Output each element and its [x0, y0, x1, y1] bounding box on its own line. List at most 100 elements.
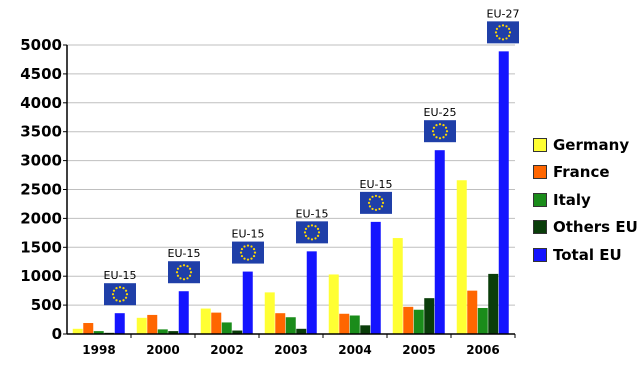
eu-membership-label: EU-27 [487, 7, 520, 20]
eu-flag-star [316, 227, 320, 230]
bar-total-eu-2000 [178, 291, 189, 334]
bar-france-2000 [147, 314, 158, 334]
eu-membership-label: EU-15 [168, 247, 201, 260]
grid-lines [67, 44, 515, 306]
eu-flag-star [176, 267, 180, 270]
y-tick-label: 1500 [20, 238, 62, 256]
bar-total-eu-1998 [114, 313, 125, 334]
eu-flag-2005: EU-25 [424, 106, 457, 143]
bar-group-2005 [392, 150, 445, 334]
eu-flag-star [252, 254, 256, 258]
eu-flag-star [381, 201, 385, 204]
eu-flag-star [431, 130, 435, 133]
eu-flag-star [125, 293, 129, 296]
legend-item-total-eu: Total EU [533, 241, 637, 269]
legend-swatch [533, 165, 547, 180]
eu-flag-star [380, 198, 384, 201]
y-tick-label: 4000 [20, 94, 62, 112]
y-tick-label: 2000 [20, 209, 62, 227]
eu-flag-star [250, 245, 253, 248]
eu-flag-star [118, 286, 122, 289]
bar-others-eu-2004 [360, 325, 371, 334]
eu-flag-star [432, 133, 436, 136]
eu-flag-icon [360, 191, 392, 214]
eu-flag-star [179, 265, 182, 268]
eu-flag-2000: EU-15 [168, 247, 201, 284]
eu-flag-star [124, 289, 128, 292]
legend-swatch [533, 220, 547, 235]
eu-flag-star [498, 25, 501, 28]
eu-flag-star [380, 205, 384, 208]
eu-flag-star [111, 293, 115, 296]
bar-total-eu-2005 [434, 150, 445, 334]
eu-flag-star [303, 231, 307, 234]
y-tick-label: 0 [52, 325, 62, 343]
eu-flag-annotations: EU-15 EU-15 EU-15 EU-15 EU-15 EU-25 EU-27 [104, 7, 520, 306]
x-tick-label: 2005 [402, 343, 435, 357]
bar-total-eu-2003 [306, 251, 317, 334]
eu-flag-star [378, 207, 381, 211]
eu-flag-star [243, 257, 246, 260]
legend-label: Others EU [553, 218, 637, 237]
bar-italy-2006 [477, 307, 488, 334]
eu-flag-icon [104, 283, 136, 306]
eu-flag-star [189, 271, 193, 274]
eu-flag-star [435, 124, 438, 127]
bar-italy-2003 [285, 317, 296, 334]
eu-flag-star [240, 247, 244, 251]
eu-flag-star [371, 207, 374, 211]
legend-item-france: France [533, 159, 637, 187]
eu-flag-star [442, 124, 445, 127]
x-tick-label: 2006 [466, 343, 499, 357]
eu-flag-star [307, 237, 310, 240]
bar-others-eu-2003 [296, 328, 307, 334]
eu-flag-star [495, 27, 499, 30]
eu-flag-star [112, 296, 116, 299]
bar-total-eu-2002 [242, 271, 253, 334]
eu-flag-star [507, 27, 511, 30]
eu-flag-star [118, 300, 122, 303]
bars [72, 51, 509, 334]
eu-flag-star [494, 31, 498, 34]
eu-flag-star [186, 265, 189, 268]
eu-membership-label: EU-15 [296, 207, 329, 220]
eu-flag-star [115, 287, 118, 290]
x-tick-label: 2003 [274, 343, 307, 357]
eu-flag-1998: EU-15 [104, 269, 137, 306]
bar-group-2000 [136, 291, 189, 334]
bar-group-2002 [200, 271, 253, 334]
eu-flag-star [182, 278, 186, 281]
bar-italy-1998 [93, 331, 104, 334]
bar-germany-2002 [200, 308, 211, 334]
eu-flag-star [310, 238, 314, 241]
eu-membership-label: EU-15 [104, 269, 137, 282]
eu-flag-star [317, 231, 321, 234]
eu-flag-2006: EU-27 [487, 7, 520, 44]
eu-flag-star [115, 299, 118, 302]
legend-item-italy: Italy [533, 186, 637, 214]
bar-group-2006 [456, 51, 509, 334]
y-tick-label: 4500 [20, 65, 62, 83]
eu-flag-star [124, 296, 128, 299]
x-tick-label: 2000 [146, 343, 179, 357]
eu-flag-star [182, 264, 186, 267]
eu-flag-star [368, 198, 372, 201]
eu-flag-star [240, 254, 244, 258]
eu-flag-icon [168, 261, 200, 284]
eu-flag-star [505, 37, 508, 40]
bar-others-eu-2002 [232, 330, 243, 334]
bar-germany-2005 [392, 238, 403, 334]
eu-flag-star [507, 34, 511, 37]
eu-flag-star [508, 31, 512, 34]
bar-france-2006 [467, 290, 478, 334]
eu-flag-star [495, 34, 499, 37]
bar-italy-2005 [413, 309, 424, 334]
x-tick-labels: 1998 2000 2002 2003 2004 2005 2006 [82, 343, 499, 357]
eu-flag-star [444, 133, 448, 136]
bar-germany-2003 [264, 292, 275, 334]
legend-label: Total EU [553, 245, 622, 264]
bar-france-2002 [211, 312, 222, 334]
eu-flag-star [239, 251, 243, 254]
eu-membership-label: EU-25 [424, 106, 457, 119]
